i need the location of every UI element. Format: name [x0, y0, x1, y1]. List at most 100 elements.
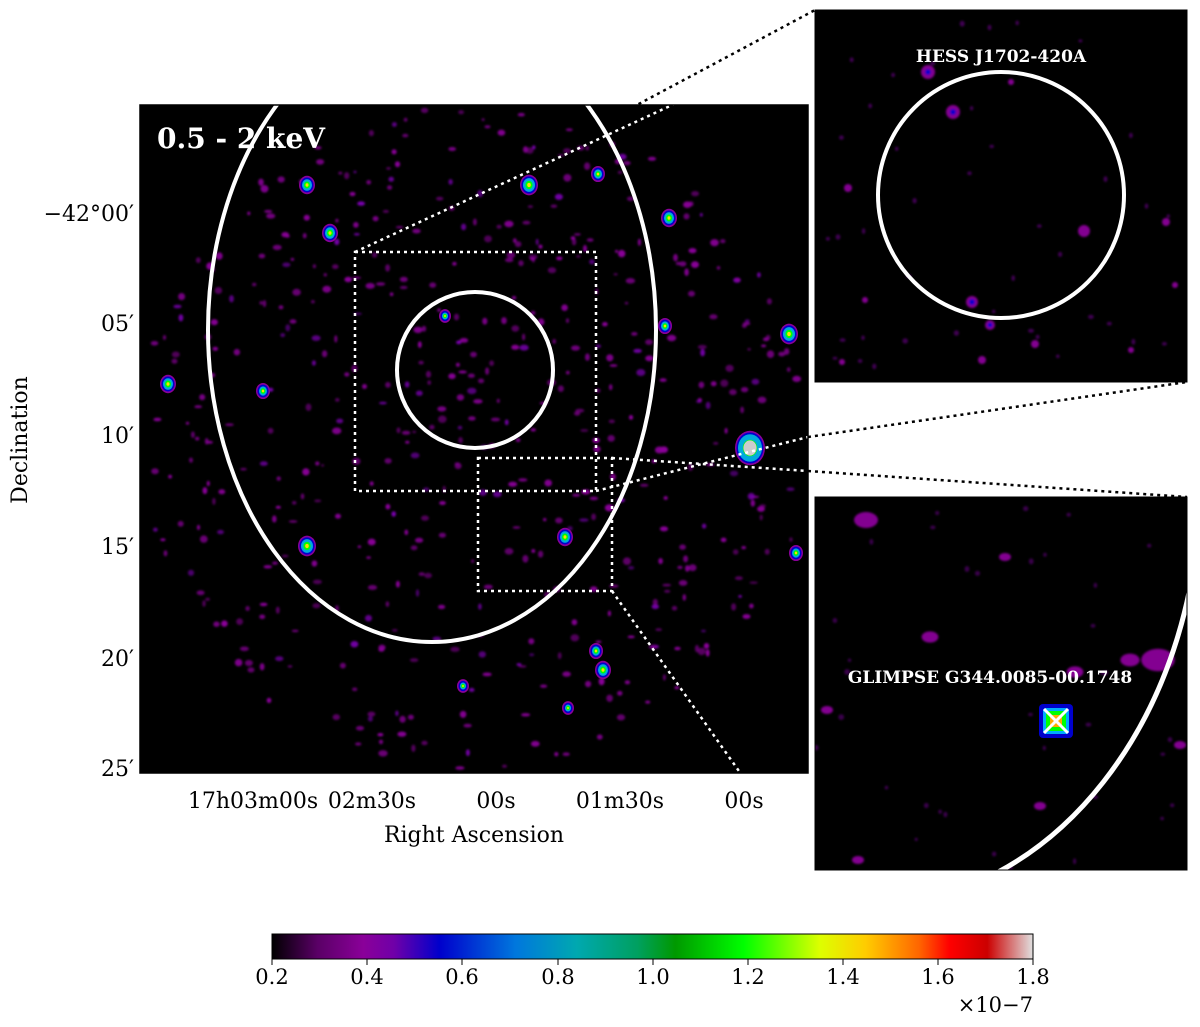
noise-speck: [421, 325, 427, 332]
noise-speck: [352, 276, 362, 280]
noise-speck: [1073, 858, 1077, 865]
ra-axis-title: Right Ascension: [384, 823, 564, 848]
noise-speck: [205, 597, 210, 601]
noise-speck: [735, 277, 740, 282]
noise-speck: [762, 337, 770, 342]
noise-speck: [453, 313, 460, 321]
noise-speck: [618, 249, 626, 258]
noise-speck: [839, 338, 846, 342]
noise-speck: [258, 178, 264, 186]
noise-speck: [385, 601, 390, 607]
noise-speck: [555, 517, 563, 524]
noise-speck: [267, 427, 274, 434]
noise-speck: [397, 731, 407, 737]
noise-speck: [608, 384, 613, 391]
noise-speck: [401, 430, 411, 435]
noise-speck: [671, 605, 678, 611]
noise-speck: [321, 464, 325, 467]
noise-speck: [1034, 802, 1046, 810]
noise-speck: [454, 462, 462, 470]
noise-speck: [212, 497, 216, 505]
noise-speck: [938, 809, 942, 814]
noise-speck: [532, 145, 536, 150]
noise-speck: [489, 360, 494, 367]
noise-speck: [659, 526, 669, 532]
noise-speck: [353, 170, 357, 174]
noise-speck: [404, 381, 410, 388]
noise-speck: [195, 257, 201, 264]
noise-speck: [959, 20, 965, 27]
noise-speck: [367, 711, 376, 717]
noise-speck: [682, 594, 687, 601]
noise-speck: [766, 298, 772, 305]
colorbar-tick-label: 0.4: [350, 965, 383, 989]
noise-speck: [626, 196, 635, 202]
noise-speck: [514, 241, 522, 248]
noise-speck: [344, 276, 353, 283]
noise-speck: [378, 750, 388, 757]
noise-speck: [470, 351, 477, 358]
noise-speck: [673, 253, 678, 262]
noise-speck: [565, 370, 570, 375]
noise-speck: [1090, 623, 1096, 628]
noise-speck: [969, 106, 974, 111]
noise-speck: [478, 651, 486, 658]
noise-speck: [1160, 816, 1164, 821]
colorbar-scale-label: ×10−7: [958, 993, 1033, 1017]
noise-speck: [552, 338, 556, 344]
noise-speck: [538, 244, 543, 249]
noise-speck: [543, 518, 547, 522]
noise-speck: [705, 401, 711, 410]
xray-source: [520, 174, 538, 196]
noise-speck: [884, 785, 889, 790]
noise-speck: [467, 373, 475, 378]
noise-speck: [252, 282, 257, 287]
noise-speck: [636, 369, 646, 376]
noise-speck: [206, 480, 210, 487]
noise-speck: [344, 172, 350, 180]
xray-source: [256, 382, 270, 400]
noise-speck: [465, 749, 470, 757]
noise-speck: [584, 162, 591, 170]
noise-speck: [151, 468, 159, 475]
colorbar-tick-label: 1.6: [921, 965, 954, 989]
noise-speck: [218, 489, 226, 495]
noise-speck: [259, 663, 265, 671]
noise-speck: [710, 381, 717, 387]
noise-speck: [1174, 741, 1186, 749]
noise-speck: [429, 424, 435, 430]
noise-speck: [482, 672, 492, 677]
noise-speck: [485, 367, 490, 375]
noise-speck: [366, 180, 372, 185]
noise-speck: [258, 253, 266, 259]
noise-speck: [613, 273, 618, 276]
noise-speck: [825, 236, 830, 241]
colorbar-tick-label: 1.4: [826, 965, 859, 989]
main-frame: [139, 104, 809, 774]
noise-speck: [631, 332, 638, 336]
noise-speck: [703, 643, 710, 649]
noise-speck: [1166, 214, 1171, 219]
noise-speck: [199, 535, 208, 543]
noise-speck: [1170, 803, 1175, 808]
noise-speck: [732, 549, 739, 555]
dec-tick-label: −42°00′: [44, 202, 134, 227]
noise-speck: [303, 214, 310, 221]
xray-source: [298, 535, 316, 557]
noise-speck: [276, 476, 281, 481]
noise-speck: [789, 537, 793, 542]
noise-speck: [832, 618, 838, 623]
noise-speck: [290, 257, 295, 261]
noise-speck: [1103, 176, 1108, 183]
noise-speck: [386, 167, 391, 170]
noise-speck: [285, 234, 290, 238]
noise-speck: [528, 638, 535, 645]
noise-speck: [229, 295, 234, 303]
noise-speck: [415, 390, 423, 396]
noise-speck: [606, 694, 613, 702]
noise-speck: [496, 398, 500, 403]
noise-speck: [336, 418, 344, 424]
dec-tick-label: 05′: [101, 312, 134, 337]
noise-speck: [521, 713, 531, 717]
noise-speck: [1031, 340, 1039, 348]
